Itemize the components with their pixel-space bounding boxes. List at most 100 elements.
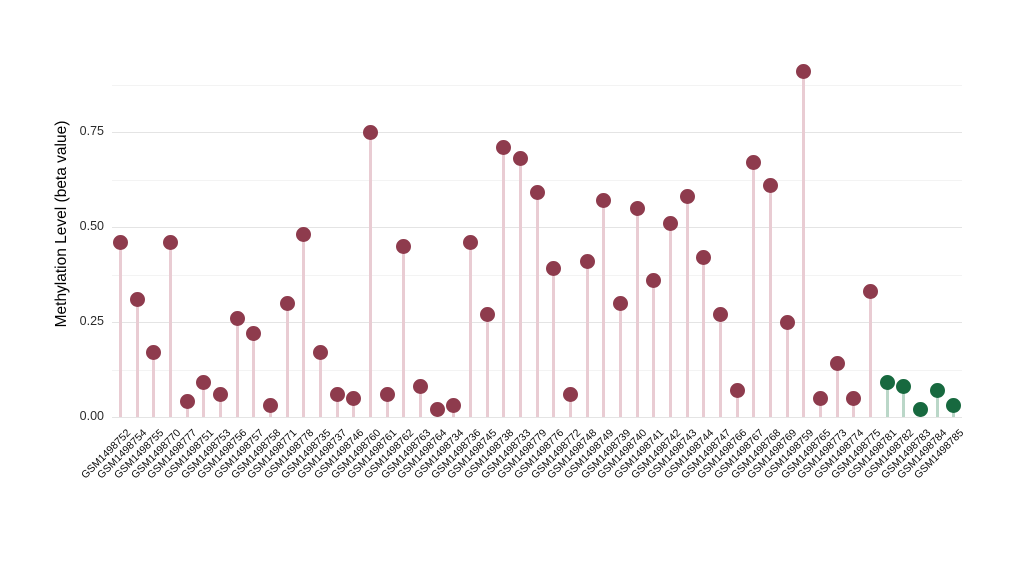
data-point <box>162 234 178 250</box>
data-point <box>612 295 628 311</box>
data-point <box>179 394 195 410</box>
data-point <box>212 386 228 402</box>
lollipop-stem <box>418 386 422 417</box>
data-point <box>262 398 278 414</box>
lollipop-stem <box>318 352 322 417</box>
lollipop-stem <box>685 196 689 417</box>
data-point <box>846 390 862 406</box>
lollipop-stem <box>652 280 656 417</box>
data-point <box>362 124 378 140</box>
lollipop-stem <box>135 299 139 417</box>
data-point <box>229 310 245 326</box>
lollipop-stem <box>185 401 189 417</box>
data-point <box>879 375 895 391</box>
lollipop-stem <box>468 242 472 417</box>
data-point <box>296 227 312 243</box>
lollipop-stem <box>235 318 239 417</box>
data-point <box>796 63 812 79</box>
data-point <box>529 185 545 201</box>
lollipop-stem <box>568 394 572 417</box>
data-point <box>429 401 445 417</box>
data-point <box>312 344 328 360</box>
data-point <box>512 151 528 167</box>
lollipop-stem <box>618 303 622 417</box>
data-point <box>662 215 678 231</box>
data-point <box>279 295 295 311</box>
lollipop-stem <box>902 386 906 417</box>
lollipop-stem <box>252 333 256 417</box>
data-point <box>146 344 162 360</box>
data-point <box>829 356 845 372</box>
lollipop-stem <box>768 185 772 417</box>
data-point <box>896 379 912 395</box>
lollipop-stem <box>552 268 556 417</box>
lollipop-stem <box>202 382 206 417</box>
lollipop-stem <box>118 242 122 417</box>
data-point <box>246 325 262 341</box>
data-point <box>646 272 662 288</box>
lollipop-stem <box>285 303 289 417</box>
lollipop-stem <box>935 390 939 417</box>
grid-line-major <box>112 132 962 133</box>
lollipop-stem <box>802 71 806 417</box>
lollipop-stem <box>302 234 306 417</box>
data-point <box>946 398 962 414</box>
lollipop-stem <box>402 246 406 417</box>
lollipop-stem <box>518 158 522 417</box>
data-point <box>412 379 428 395</box>
lollipop-stem <box>602 200 606 417</box>
y-tick-label: 0.75 <box>79 124 104 138</box>
grid-line-major <box>112 417 962 418</box>
y-tick-label: 0.25 <box>79 314 104 328</box>
lollipop-stem <box>485 314 489 417</box>
grid-line-minor <box>112 179 962 181</box>
lollipop-stem <box>718 314 722 417</box>
y-tick-label: 0.00 <box>79 409 104 423</box>
lollipop-stem <box>702 257 706 417</box>
data-point <box>112 234 128 250</box>
lollipop-stem <box>635 208 639 417</box>
data-point <box>479 306 495 322</box>
lollipop-stem <box>502 147 506 417</box>
lollipop-stem <box>352 398 356 417</box>
data-point <box>712 306 728 322</box>
lollipop-stem <box>585 261 589 417</box>
lollipop-stem <box>668 223 672 417</box>
data-point <box>746 154 762 170</box>
data-point <box>862 284 878 300</box>
lollipop-stem <box>835 363 839 417</box>
lollipop-stem <box>168 242 172 417</box>
data-point <box>696 249 712 265</box>
data-point <box>462 234 478 250</box>
lollipop-stem <box>218 394 222 417</box>
lollipop-stem <box>152 352 156 417</box>
data-point <box>929 382 945 398</box>
data-point <box>579 253 595 269</box>
data-point <box>562 386 578 402</box>
data-point <box>629 200 645 216</box>
data-point <box>196 375 212 391</box>
data-point <box>729 382 745 398</box>
grid-line-minor <box>112 84 962 86</box>
data-point <box>129 291 145 307</box>
data-point <box>379 386 395 402</box>
lollipop-stem <box>335 394 339 417</box>
data-point <box>396 238 412 254</box>
data-point <box>496 139 512 155</box>
data-point <box>329 386 345 402</box>
data-point <box>779 314 795 330</box>
data-point <box>346 390 362 406</box>
lollipop-stem <box>785 322 789 417</box>
lollipop-stem <box>535 192 539 417</box>
lollipop-stem <box>868 291 872 417</box>
lollipop-stem <box>885 382 889 417</box>
lollipop-stem <box>368 132 372 417</box>
data-point <box>912 401 928 417</box>
lollipop-stem <box>735 390 739 417</box>
lollipop-stem <box>818 398 822 417</box>
data-point <box>596 192 612 208</box>
lollipop-stem <box>752 162 756 417</box>
lollipop-stem <box>852 398 856 417</box>
y-tick-label: 0.50 <box>79 219 104 233</box>
